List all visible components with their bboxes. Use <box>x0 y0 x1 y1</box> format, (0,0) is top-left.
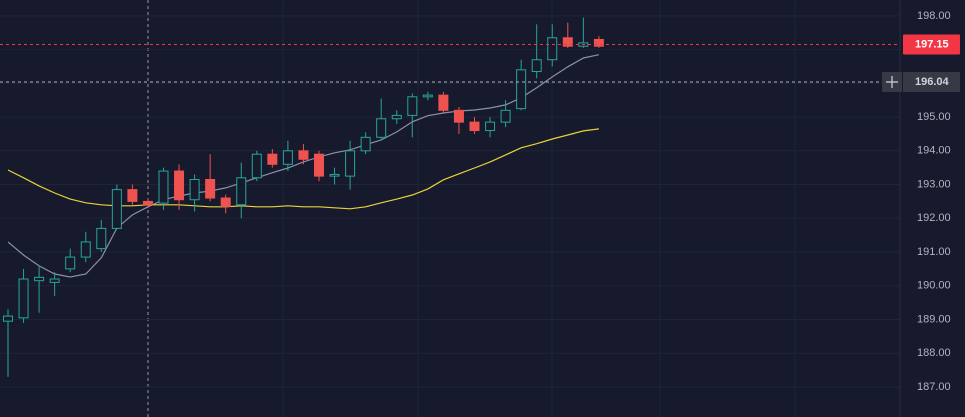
candle <box>376 98 387 139</box>
candle <box>80 231 91 263</box>
candle <box>142 198 153 209</box>
candle <box>531 24 542 79</box>
candle <box>267 149 278 168</box>
candle-body <box>438 94 449 111</box>
candle <box>438 91 449 114</box>
candle-body <box>174 170 185 201</box>
y-tick-label: 195.00 <box>917 111 951 123</box>
candle-body <box>391 114 402 120</box>
candle-body <box>3 315 13 322</box>
candle-body <box>251 153 262 179</box>
candle <box>547 24 558 67</box>
candle <box>189 174 200 212</box>
candle-body <box>376 118 387 138</box>
candle <box>391 110 402 124</box>
candle <box>174 164 185 210</box>
candle-body <box>547 37 558 61</box>
candle-body <box>562 37 573 47</box>
vertical-grid <box>282 0 796 417</box>
candle <box>329 167 340 185</box>
candle-body <box>18 278 29 319</box>
candle-body <box>96 227 107 250</box>
candle-body <box>360 136 371 152</box>
candle <box>516 59 527 111</box>
y-tick-label: 198.00 <box>917 10 951 22</box>
candle <box>562 22 573 48</box>
candle <box>469 117 480 134</box>
candle <box>345 140 356 190</box>
candle <box>96 219 107 253</box>
y-tick-label: 192.00 <box>917 212 951 224</box>
candle-body <box>236 177 247 206</box>
candle <box>205 154 216 202</box>
candle-body <box>531 59 542 73</box>
candle <box>127 184 138 205</box>
candle-body <box>111 189 122 229</box>
candle <box>158 167 169 210</box>
candle-body <box>282 150 293 165</box>
candle <box>251 150 262 182</box>
candle-body <box>127 189 138 202</box>
candle-body <box>314 153 324 177</box>
price-label-box <box>903 34 960 55</box>
candle <box>500 100 511 128</box>
candle <box>65 248 76 273</box>
candle <box>407 93 418 138</box>
y-tick-label: 188.00 <box>917 347 951 359</box>
candle <box>34 265 45 313</box>
price-label: 197.15 <box>915 38 949 50</box>
y-tick-label: 187.00 <box>917 381 951 393</box>
candle-body <box>593 38 604 47</box>
y-tick-label: 191.00 <box>917 246 951 258</box>
candle-body <box>49 278 60 283</box>
candle-body <box>345 150 356 177</box>
price-label: 196.04 <box>915 76 950 88</box>
candle-body <box>34 276 45 282</box>
candle <box>485 117 496 138</box>
candle-body <box>329 173 340 177</box>
candle <box>453 106 464 134</box>
candle-body <box>142 200 153 206</box>
candle <box>422 91 433 101</box>
candle-body <box>485 121 496 132</box>
candle <box>360 132 371 155</box>
candle <box>3 309 13 377</box>
candle-body <box>80 241 91 258</box>
candle-body <box>158 170 169 204</box>
candle-body <box>220 197 231 207</box>
y-tick-label: 194.00 <box>917 145 951 157</box>
candle <box>220 194 231 214</box>
candle-body <box>205 178 216 199</box>
candle <box>49 272 60 296</box>
y-tick-label: 190.00 <box>917 280 951 292</box>
y-tick-label: 193.00 <box>917 178 951 190</box>
candle-body <box>422 94 433 98</box>
candle-body <box>189 178 200 201</box>
candle-body <box>453 109 464 123</box>
candle-body <box>407 96 418 116</box>
candle-body <box>65 256 76 270</box>
candle <box>282 140 293 172</box>
y-tick-label: 189.00 <box>917 313 951 325</box>
candle-body <box>267 153 278 165</box>
candle-body <box>516 69 527 110</box>
candle-body <box>298 150 309 160</box>
candle-body <box>469 121 480 132</box>
candle-body <box>500 109 511 123</box>
candle <box>18 268 29 323</box>
add-icon <box>886 75 898 88</box>
candle <box>111 184 122 229</box>
candle <box>314 150 324 182</box>
candle <box>593 36 604 48</box>
candle <box>236 162 247 219</box>
price-label-box <box>903 71 960 92</box>
moving-average-line <box>7 128 599 210</box>
candle <box>298 144 309 165</box>
